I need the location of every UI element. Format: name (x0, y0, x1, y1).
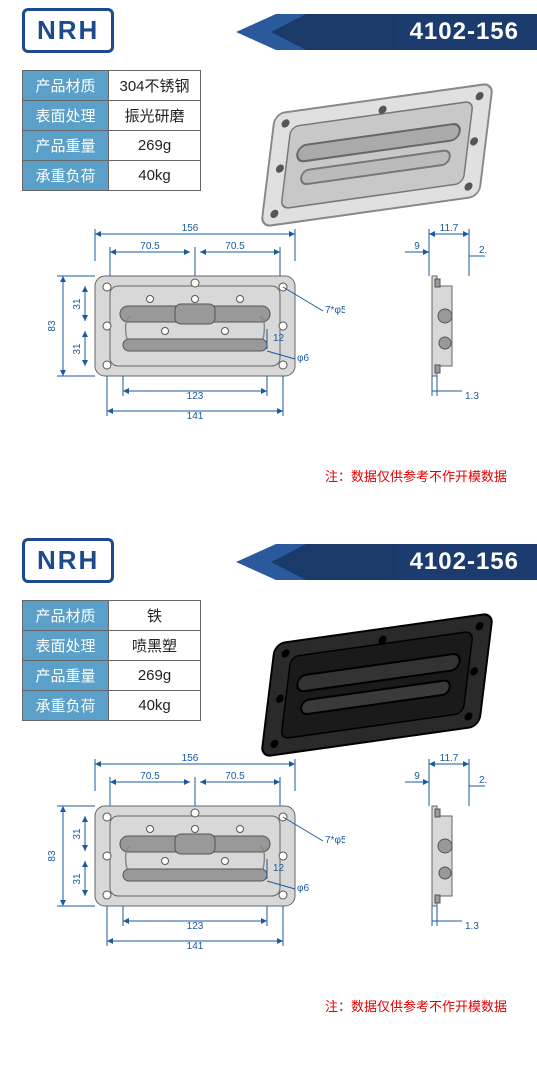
svg-text:11.7: 11.7 (440, 223, 459, 234)
technical-drawing: 156 70.5 70.5 83 31 (0, 221, 537, 451)
footer-note: 注：数据仅供参考不作开模数据 (0, 996, 537, 1015)
ribbon-decoration (236, 544, 396, 580)
svg-text:1.3: 1.3 (465, 921, 479, 932)
svg-text:φ6: φ6 (297, 353, 309, 364)
svg-text:70.5: 70.5 (225, 241, 245, 252)
svg-text:156: 156 (182, 223, 199, 234)
spec-label: 表面处理 (23, 101, 109, 131)
svg-text:83: 83 (47, 850, 58, 862)
spec-value: 304不锈钢 (109, 71, 201, 101)
svg-text:156: 156 (182, 753, 199, 764)
svg-text:9: 9 (414, 241, 420, 252)
spec-value: 铁 (109, 601, 201, 631)
svg-text:70.5: 70.5 (140, 241, 160, 252)
spec-label: 表面处理 (23, 631, 109, 661)
product-photo-steel (247, 75, 507, 235)
svg-text:123: 123 (187, 391, 204, 402)
header: NRH 4102-156 (0, 530, 537, 590)
spec-label: 产品材质 (23, 601, 109, 631)
svg-text:2.7: 2.7 (479, 775, 487, 786)
table-row: 表面处理 喷黑塑 (23, 631, 201, 661)
footer-note: 注：数据仅供参考不作开模数据 (0, 466, 537, 485)
svg-text:83: 83 (47, 320, 58, 332)
svg-text:11.7: 11.7 (440, 753, 459, 764)
model-bar: 4102-156 (236, 14, 537, 50)
svg-text:31: 31 (72, 828, 83, 840)
spec-label: 产品重量 (23, 131, 109, 161)
svg-text:123: 123 (187, 921, 204, 932)
model-number: 4102-156 (396, 14, 537, 50)
brand-logo: NRH (22, 538, 114, 583)
ribbon-decoration (236, 14, 396, 50)
svg-text:70.5: 70.5 (225, 771, 245, 782)
table-row: 产品材质 铁 (23, 601, 201, 631)
variant-section-black: NRH 4102-156 产品材质 铁 表面处理 喷黑塑 产品重量 2 (0, 530, 537, 1076)
svg-text:12: 12 (273, 333, 285, 344)
svg-text:70.5: 70.5 (140, 771, 160, 782)
spec-value: 振光研磨 (109, 101, 201, 131)
svg-text:7*φ5.2: 7*φ5.2 (325, 305, 345, 316)
side-view: 11.7 9 2.7 1.3 (397, 751, 487, 961)
front-view: 156 70.5 70.5 83 31 (35, 751, 345, 961)
spec-label: 承重负荷 (23, 161, 109, 191)
svg-text:φ6: φ6 (297, 883, 309, 894)
product-photo-black (247, 605, 507, 765)
svg-text:31: 31 (72, 298, 83, 310)
spec-label: 产品重量 (23, 661, 109, 691)
table-row: 产品重量 269g (23, 661, 201, 691)
table-row: 表面处理 振光研磨 (23, 101, 201, 131)
side-view: 11.7 9 2.7 1.3 (397, 221, 487, 431)
spec-label: 承重负荷 (23, 691, 109, 721)
spec-area: 产品材质 304不锈钢 表面处理 振光研磨 产品重量 269g 承重负荷 40k… (0, 70, 537, 191)
spec-area: 产品材质 铁 表面处理 喷黑塑 产品重量 269g 承重负荷 40kg (0, 600, 537, 721)
table-row: 产品重量 269g (23, 131, 201, 161)
svg-text:141: 141 (187, 411, 204, 422)
svg-text:7*φ5.2: 7*φ5.2 (325, 835, 345, 846)
spec-value: 269g (109, 131, 201, 161)
spec-table: 产品材质 铁 表面处理 喷黑塑 产品重量 269g 承重负荷 40kg (22, 600, 201, 721)
svg-text:31: 31 (72, 343, 83, 355)
svg-text:141: 141 (187, 941, 204, 952)
svg-text:31: 31 (72, 873, 83, 885)
spec-value: 喷黑塑 (109, 631, 201, 661)
svg-text:12: 12 (273, 863, 285, 874)
model-bar: 4102-156 (236, 544, 537, 580)
front-view: 156 70.5 70.5 83 31 (35, 221, 345, 431)
svg-text:9: 9 (414, 771, 420, 782)
model-number: 4102-156 (396, 544, 537, 580)
variant-section-steel: NRH 4102-156 产品材质 304不锈钢 表面处理 振光研磨 产品重量 (0, 0, 537, 530)
brand-logo: NRH (22, 8, 114, 53)
svg-text:1.3: 1.3 (465, 391, 479, 402)
spec-value: 40kg (109, 161, 201, 191)
spec-value: 269g (109, 661, 201, 691)
technical-drawing: 156 70.5 70.5 83 31 (0, 751, 537, 981)
header: NRH 4102-156 (0, 0, 537, 60)
table-row: 产品材质 304不锈钢 (23, 71, 201, 101)
spec-label: 产品材质 (23, 71, 109, 101)
table-row: 承重负荷 40kg (23, 161, 201, 191)
table-row: 承重负荷 40kg (23, 691, 201, 721)
spec-value: 40kg (109, 691, 201, 721)
spec-table: 产品材质 304不锈钢 表面处理 振光研磨 产品重量 269g 承重负荷 40k… (22, 70, 201, 191)
svg-text:2.7: 2.7 (479, 245, 487, 256)
